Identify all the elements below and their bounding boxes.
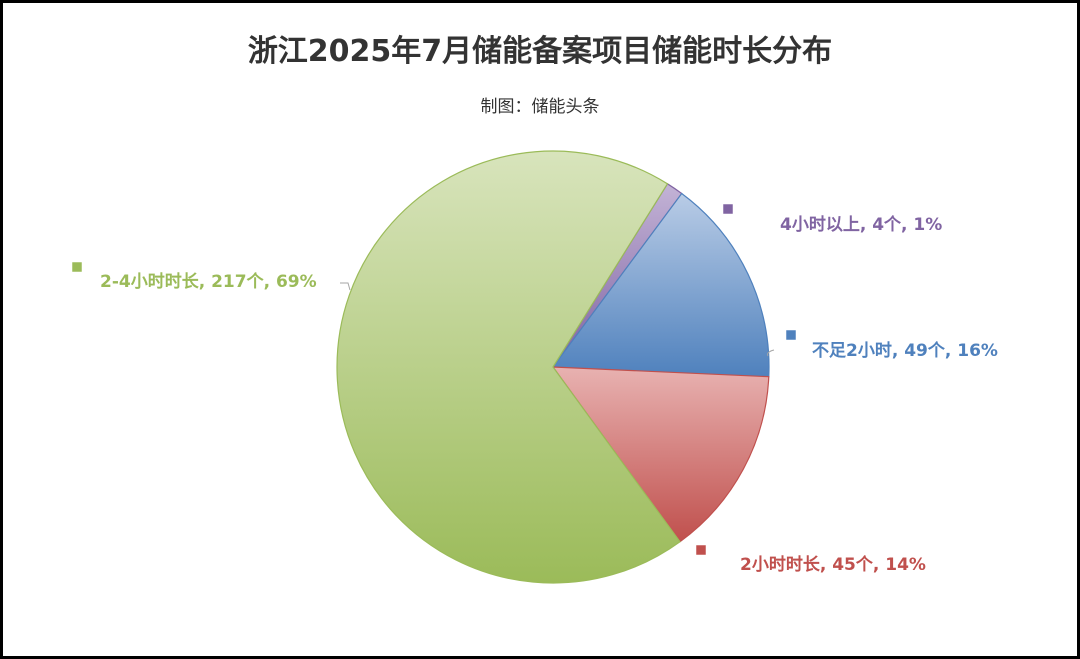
slice-marker-4 — [71, 261, 83, 273]
leader-line-2 — [340, 282, 351, 291]
slice-label-1: 4小时以上, 4个, 1% — [780, 214, 942, 235]
slice-marker-1 — [722, 203, 734, 215]
slice-marker-3 — [695, 544, 707, 556]
leader-line-1 — [767, 349, 775, 357]
chart-title: 浙江2025年7月储能备案项目储能时长分布 — [247, 34, 833, 69]
slice-label-3: 2小时时长, 45个, 14% — [740, 554, 926, 575]
pie-slice-4 — [336, 150, 681, 584]
slice-label-4: 2-4小时时长, 217个, 69% — [100, 271, 317, 292]
pie-slice-2 — [551, 192, 770, 378]
pie-slice-3 — [551, 366, 770, 543]
chart-subtitle: 制图：储能头条 — [480, 97, 600, 117]
slice-label-2: 不足2小时, 49个, 16% — [812, 340, 998, 361]
slice-marker-2 — [785, 329, 797, 341]
